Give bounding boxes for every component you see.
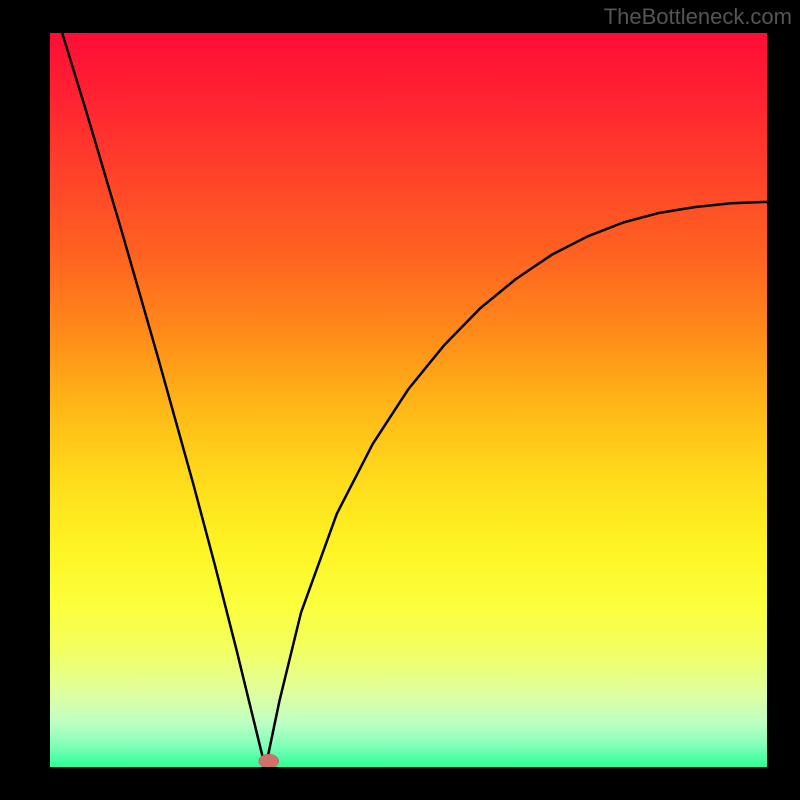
chart-svg — [0, 0, 800, 800]
bottleneck-chart: TheBottleneck.com — [0, 0, 800, 800]
minimum-marker — [259, 754, 279, 768]
chart-frame — [0, 767, 800, 800]
chart-frame — [0, 0, 50, 800]
chart-frame — [767, 0, 800, 800]
gradient-background — [50, 33, 767, 767]
watermark-text: TheBottleneck.com — [604, 4, 792, 30]
